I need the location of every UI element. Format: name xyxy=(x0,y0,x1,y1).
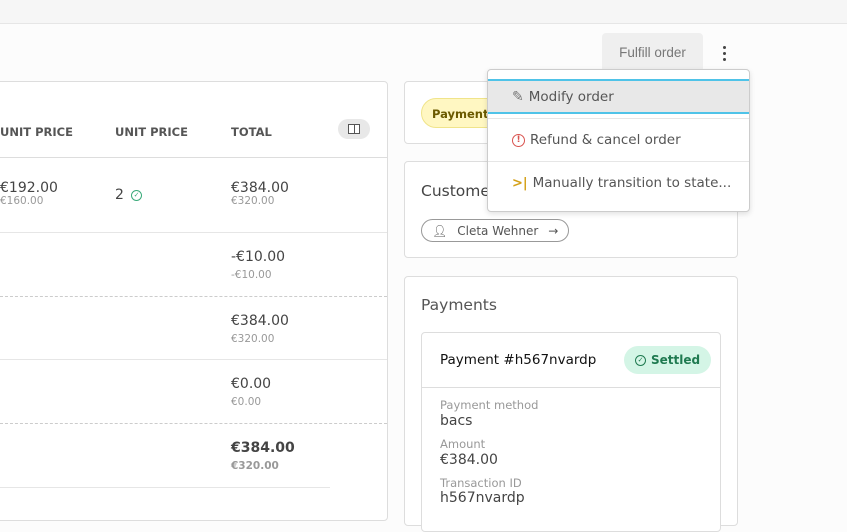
payments-card: Payments Payment #h567nvardp ✓ Settled P… xyxy=(404,276,738,532)
field-label: Payment method xyxy=(440,398,539,412)
menu-item-transition-state[interactable]: >| Manually transition to state... xyxy=(488,165,749,201)
settled-badge: ✓ Settled xyxy=(624,346,712,374)
order-lines-card xyxy=(0,81,388,521)
field-value: €384.00 xyxy=(440,452,498,468)
column-header-total[interactable]: TOTAL xyxy=(231,125,272,139)
menu-item-refund-cancel[interactable]: ! Refund & cancel order xyxy=(488,122,749,158)
total: €384.00 xyxy=(231,313,289,329)
payment-card: Payment #h567nvardp ✓ Settled Payment me… xyxy=(421,332,721,532)
pencil-icon: ✎ xyxy=(512,88,524,105)
fulfill-order-button[interactable]: Fulfill order xyxy=(602,33,703,72)
field-label: Transaction ID xyxy=(440,476,522,490)
quantity: 2 xyxy=(115,187,124,203)
customer-name: Cleta Wehner xyxy=(457,223,539,238)
field-label: Amount xyxy=(440,437,486,451)
total: €384.00 xyxy=(231,440,295,456)
total: -€10.00 xyxy=(231,249,286,265)
payments-title: Payments xyxy=(421,296,497,314)
order-actions-menu: ✎ Modify order ! Refund & cancel order >… xyxy=(487,69,750,212)
check-circle-icon: ✓ xyxy=(635,354,646,366)
check-circle-icon: ✓ xyxy=(131,190,142,201)
customer-link-chip[interactable]: 👤︎ Cleta Wehner → xyxy=(421,219,569,242)
total: €0.00 xyxy=(231,376,272,392)
unit-price: €192.00 xyxy=(0,180,58,196)
payment-title: Payment #h567nvardp xyxy=(440,352,597,368)
total-sub: €320.00 xyxy=(231,333,275,345)
total-sub: -€10.00 xyxy=(231,269,272,281)
top-bar xyxy=(0,0,847,24)
field-value: bacs xyxy=(440,413,473,429)
menu-item-modify-order[interactable]: ✎ Modify order xyxy=(488,79,749,114)
more-actions-button[interactable] xyxy=(714,40,734,66)
total-sub: €320.00 xyxy=(231,195,275,207)
customer-card-title: Custome xyxy=(421,182,490,200)
menu-item-label: Manually transition to state... xyxy=(532,175,732,191)
columns-icon xyxy=(348,124,360,134)
menu-item-label: Modify order xyxy=(528,88,614,105)
step-forward-icon: >| xyxy=(512,175,528,191)
total-sub: €0.00 xyxy=(231,396,262,408)
unit-price-sub: €160.00 xyxy=(0,195,44,207)
field-value: h567nvardp xyxy=(440,490,525,506)
user-icon: 👤︎ xyxy=(432,223,448,238)
arrow-right-icon: → xyxy=(548,223,559,238)
alert-circle-icon: ! xyxy=(512,133,525,147)
total: €384.00 xyxy=(231,180,289,196)
settled-label: Settled xyxy=(651,353,701,367)
total-sub: €320.00 xyxy=(231,460,279,472)
column-header-unit-price-2[interactable]: UNIT PRICE xyxy=(115,125,188,139)
column-header-unit-price[interactable]: UNIT PRICE xyxy=(0,125,73,139)
menu-item-label: Refund & cancel order xyxy=(530,132,681,148)
column-toggle-button[interactable] xyxy=(338,119,370,139)
